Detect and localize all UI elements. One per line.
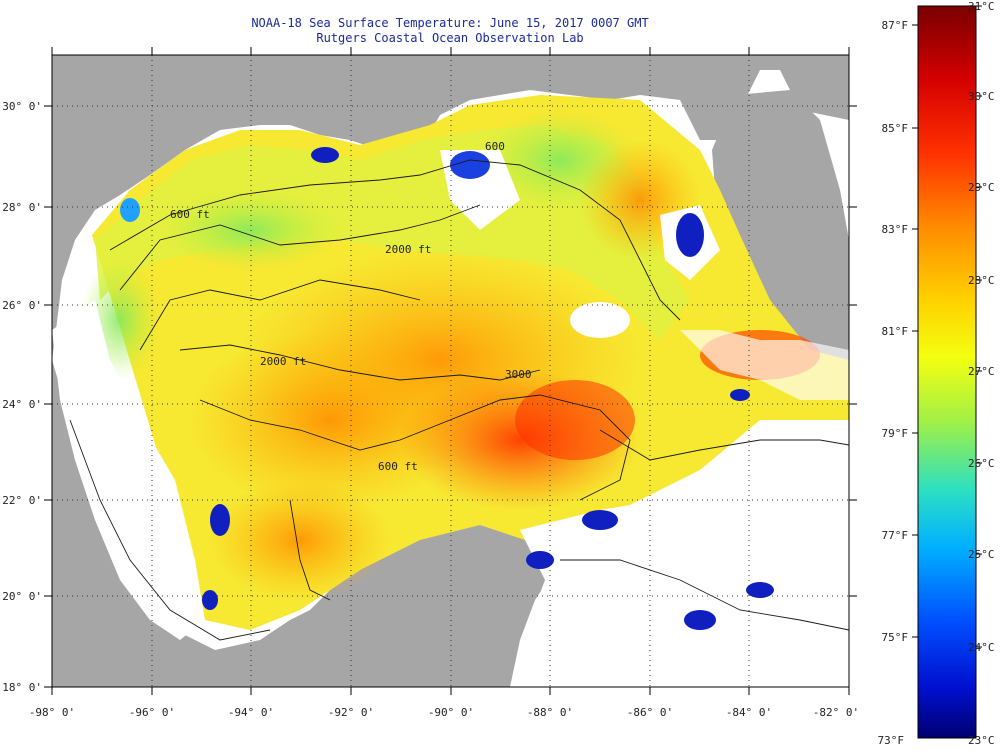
longitude-labels: -98° 0' -96° 0' -94° 0' -92° 0' -90° 0' … (29, 706, 859, 719)
map-title: NOAA-18 Sea Surface Temperature: June 15… (251, 16, 649, 30)
colorbar-label-f: 83°F (882, 223, 909, 236)
colorbar-label-c: 31°C (968, 0, 995, 13)
lat-label: 30° 0' (2, 100, 42, 113)
colorbar-label-c: 28°C (968, 274, 995, 287)
lat-label: 18° 0' (2, 681, 42, 694)
colorbar-ticks (912, 5, 982, 648)
lon-label: -92° 0' (328, 706, 374, 719)
lon-label: -86° 0' (627, 706, 673, 719)
cold-speckles (120, 147, 774, 630)
color-scale-bar: 87°F 85°F 83°F 81°F 79°F 77°F 75°F 73°F … (878, 0, 995, 747)
contour-label: 2000 ft (260, 355, 306, 368)
celsius-labels: 31°C 30°C 29°C 28°C 27°C 26°C 25°C 24°C … (968, 0, 995, 747)
fahrenheit-labels: 87°F 85°F 83°F 81°F 79°F 77°F 75°F 73°F (878, 19, 909, 747)
axis-ticks (44, 47, 857, 695)
colorbar-label-f: 85°F (882, 122, 909, 135)
colorbar-label-c: 24°C (968, 641, 995, 654)
lat-label: 24° 0' (2, 398, 42, 411)
colorbar-label-c: 29°C (968, 181, 995, 194)
lon-label: -88° 0' (527, 706, 573, 719)
lon-label: -98° 0' (29, 706, 75, 719)
colorbar-label-f: 77°F (882, 529, 909, 542)
contour-labels: 600 ft 2000 ft 2000 ft 3000 600 ft 600 (170, 140, 532, 473)
sst-data-layer (80, 95, 849, 630)
colorbar-label-f: 73°F (878, 734, 905, 747)
contour-label: 3000 (505, 368, 532, 381)
map-subtitle: Rutgers Coastal Ocean Observation Lab (316, 31, 584, 45)
colorbar-label-c: 30°C (968, 90, 995, 103)
land-layer (52, 55, 849, 687)
lon-label: -90° 0' (428, 706, 474, 719)
lat-label: 28° 0' (2, 201, 42, 214)
colorbar-label-c: 25°C (968, 548, 995, 561)
graticule (52, 55, 849, 687)
contour-label: 600 ft (170, 208, 210, 221)
latitude-labels: 30° 0' 28° 0' 26° 0' 24° 0' 22° 0' 20° 0… (2, 100, 42, 694)
lon-label: -94° 0' (228, 706, 274, 719)
lon-label: -96° 0' (129, 706, 175, 719)
contour-label: 600 ft (378, 460, 418, 473)
colorbar-label-f: 81°F (882, 325, 909, 338)
lat-label: 22° 0' (2, 494, 42, 507)
bathymetry-contours (69, 159, 849, 641)
colorbar-label-c: 26°C (968, 457, 995, 470)
contour-label: 2000 ft (385, 243, 431, 256)
colorbar-label-f: 79°F (882, 427, 909, 440)
colorbar-label-f: 75°F (882, 631, 909, 644)
colorbar-label-c: 27°C (968, 365, 995, 378)
lon-label: -82° 0' (813, 706, 859, 719)
lon-label: -84° 0' (726, 706, 772, 719)
lat-label: 20° 0' (2, 590, 42, 603)
colorbar-label-f: 87°F (882, 19, 909, 32)
lat-label: 26° 0' (2, 299, 42, 312)
contour-label: 600 (485, 140, 505, 153)
colorbar-label-c: 23°C (968, 734, 995, 747)
